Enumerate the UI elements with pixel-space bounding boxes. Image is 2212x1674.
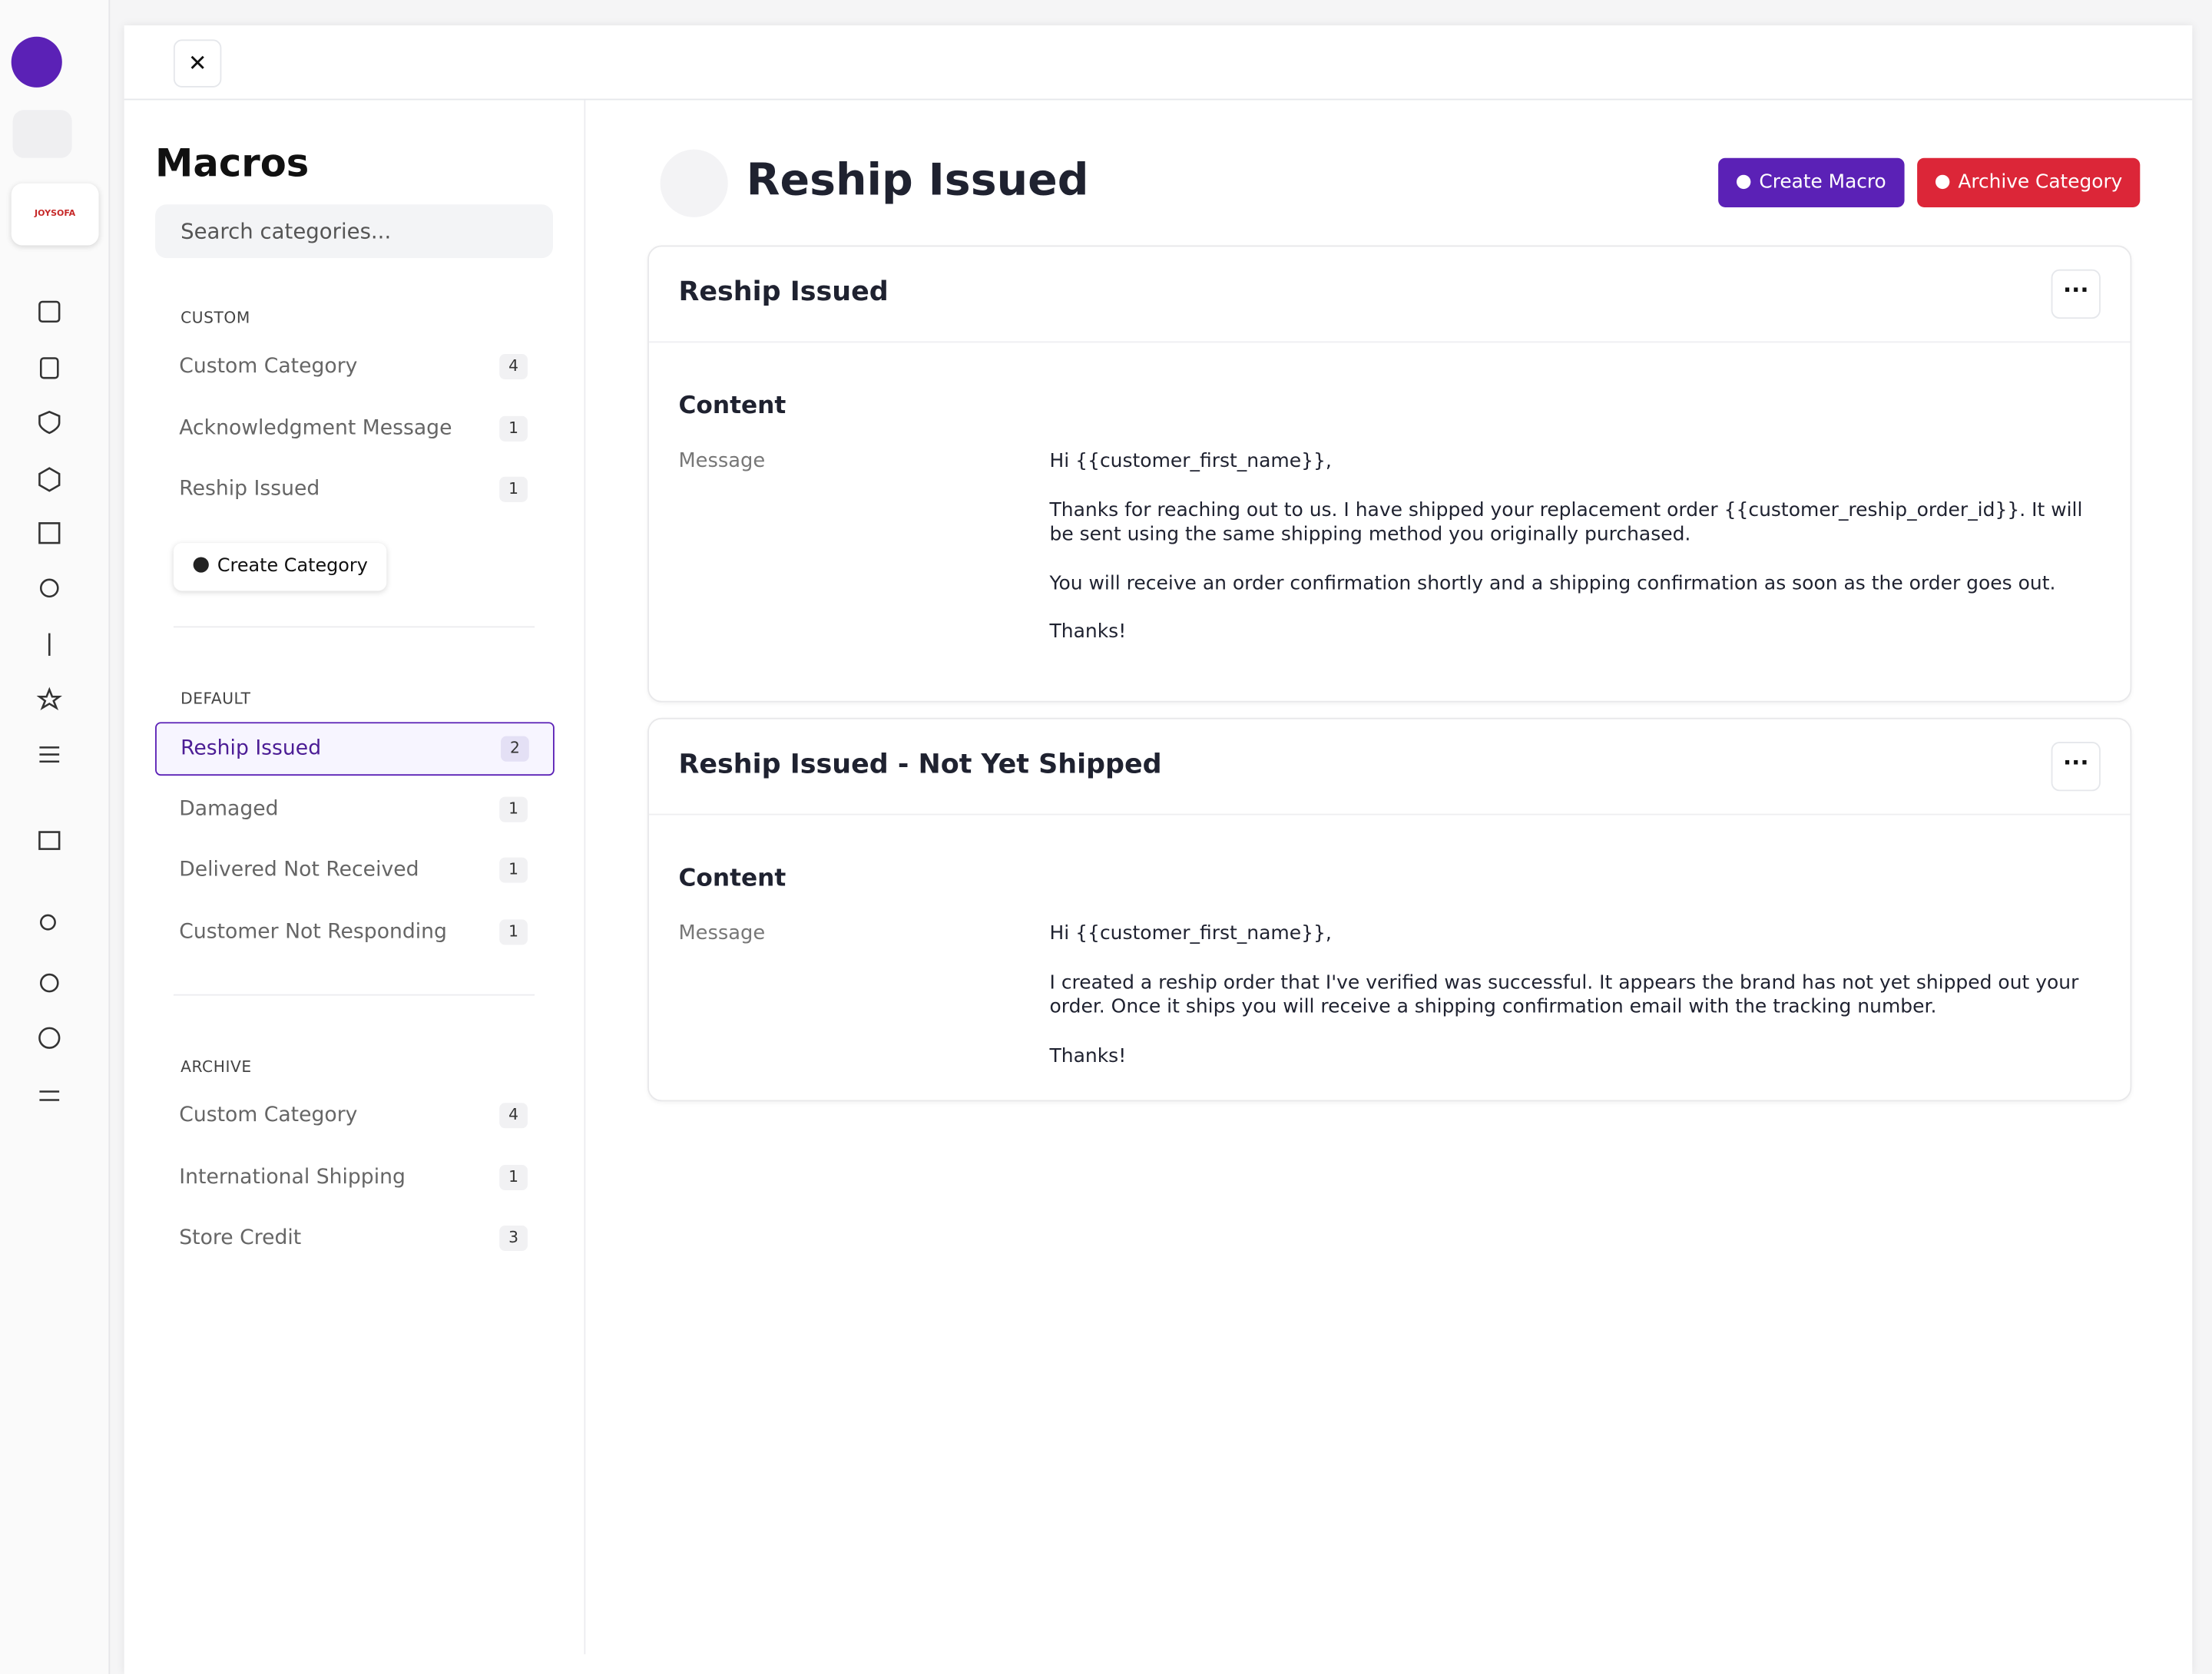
divider	[173, 994, 535, 996]
message-body: Hi {{customer_first_name}}, Thanks for re…	[1050, 450, 2094, 670]
macro-header: Reship Issued - Not Yet Shipped ···	[648, 720, 2131, 815]
message-body: Hi {{customer_first_name}}, I created a r…	[1050, 922, 2094, 1093]
category-label: Reship Issued	[180, 737, 322, 760]
search-icon[interactable]	[12, 110, 72, 158]
archive-category-button[interactable]: Archive Category	[1917, 157, 2141, 207]
section-title: Content	[678, 392, 786, 421]
message-paragraph: Hi {{customer_first_name}},	[1049, 922, 1332, 945]
category-label: Store Credit	[179, 1227, 302, 1250]
category-label: Customer Not Responding	[179, 921, 447, 944]
category-count: 1	[499, 477, 528, 503]
title-icon	[660, 149, 728, 217]
category-label: Custom Category	[179, 1104, 358, 1127]
nav-icons[interactable]	[36, 299, 62, 1145]
button-label: Create Macro	[1759, 170, 1886, 194]
search-input[interactable]: Search categories...	[155, 204, 553, 259]
category-item[interactable]: Reship Issued 1	[155, 465, 551, 515]
category-item[interactable]: Custom Category 4	[155, 341, 551, 392]
section-heading: ARCHIVE	[180, 1057, 252, 1077]
message-paragraph: Thanks!	[1049, 1044, 1127, 1067]
message-paragraph: I created a reship order that I've verif…	[1049, 971, 2079, 1018]
button-label: Create Category	[217, 555, 368, 577]
category-label: Acknowledgment Message	[179, 417, 452, 440]
category-item[interactable]: Store Credit 3	[155, 1213, 551, 1264]
message-paragraph: You will receive an order confirmation s…	[1049, 571, 2056, 595]
category-count: 1	[499, 415, 528, 442]
category-panel: Macros Search categories... Create Categ…	[124, 100, 586, 1655]
macro-title: Reship Issued - Not Yet Shipped	[678, 749, 1162, 780]
macro-card: Reship Issued - Not Yet Shipped ··· Conten…	[647, 717, 2132, 1102]
category-count: 4	[499, 353, 528, 380]
logo[interactable]	[11, 36, 62, 88]
field-label: Message	[678, 922, 766, 945]
category-label: Damaged	[179, 797, 279, 821]
category-count: 3	[499, 1226, 528, 1252]
category-item[interactable]: Reship Issued 2	[155, 722, 555, 776]
more-button[interactable]: ···	[2051, 742, 2101, 792]
category-item[interactable]: Custom Category 4	[155, 1090, 551, 1141]
category-label: Delivered Not Received	[179, 859, 419, 882]
category-count: 2	[501, 736, 529, 762]
category-count: 1	[499, 858, 528, 884]
macro-title: Reship Issued	[678, 276, 889, 308]
brand-logo[interactable]: JOYSOFA	[11, 183, 99, 246]
create-category-button[interactable]: Create Category	[174, 543, 386, 591]
macro-card: Reship Issued ··· Content Message Hi {{custo…	[647, 245, 2132, 703]
category-item[interactable]: Customer Not Responding 1	[155, 907, 551, 958]
field-label: Message	[678, 449, 766, 473]
create-macro-button[interactable]: Create Macro	[1718, 157, 1905, 207]
section-heading: DEFAULT	[180, 690, 251, 708]
modal: ✕ Macros Search categories... Create Cat…	[124, 25, 2193, 1674]
message-paragraph: Hi {{customer_first_name}},	[1049, 449, 1332, 473]
section-heading: CUSTOM	[180, 309, 250, 328]
close-button[interactable]: ✕	[173, 39, 222, 88]
category-count: 4	[499, 1103, 528, 1129]
main-title: Reship Issued	[746, 155, 1089, 207]
nav-rail: JOYSOFA	[0, 0, 111, 1674]
divider	[173, 626, 535, 628]
category-count: 1	[499, 919, 528, 945]
category-label: International Shipping	[179, 1166, 406, 1189]
message-paragraph: Thanks for reaching out to us. I have sh…	[1049, 498, 2083, 546]
category-label: Custom Category	[179, 355, 358, 379]
category-count: 1	[499, 796, 528, 822]
macro-header: Reship Issued ···	[648, 246, 2131, 343]
category-label: Reship Issued	[179, 478, 320, 501]
section-title: Content	[678, 864, 786, 893]
more-button[interactable]: ···	[2051, 269, 2101, 319]
panel-title: Macros	[155, 142, 310, 187]
button-label: Archive Category	[1958, 170, 2123, 194]
category-item[interactable]: Delivered Not Received 1	[155, 845, 551, 896]
modal-header: ✕	[124, 25, 2193, 101]
category-item[interactable]: International Shipping 1	[155, 1152, 551, 1203]
category-item[interactable]: Acknowledgment Message 1	[155, 403, 551, 454]
category-item[interactable]: Damaged 1	[155, 784, 551, 835]
category-count: 1	[499, 1164, 528, 1190]
message-paragraph: Thanks!	[1049, 620, 1127, 643]
